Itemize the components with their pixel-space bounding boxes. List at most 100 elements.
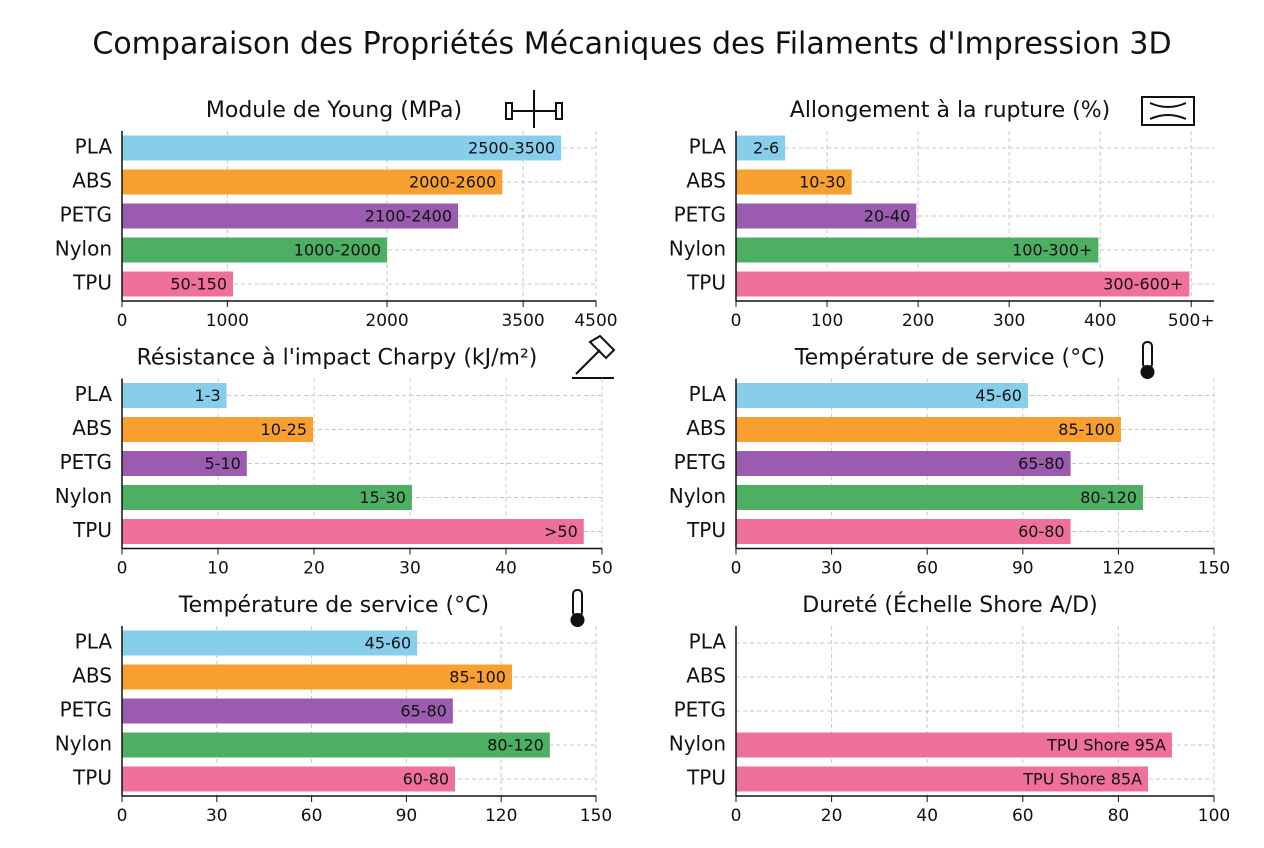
x-tick-label: 30 [399, 559, 421, 579]
figure-title: Comparaison des Propriétés Mécaniques de… [92, 27, 1171, 62]
y-tick-label: PETG [60, 450, 112, 474]
y-tick-label: TPU [686, 766, 726, 790]
x-tick-label: 150 [1198, 559, 1230, 579]
bar [122, 271, 234, 297]
x-tick-label: 1000 [206, 311, 249, 331]
subplot-title: Module de Young (MPa) [206, 98, 462, 123]
x-tick-label: 100 [811, 311, 843, 331]
bar [736, 169, 852, 195]
x-tick-label: 4500 [574, 311, 617, 331]
y-tick-label: PETG [60, 698, 112, 722]
x-tick-label: 0 [731, 311, 742, 331]
y-tick-label: ABS [686, 664, 726, 688]
y-tick-label: PETG [674, 203, 726, 227]
bar [736, 135, 786, 161]
x-tick-label: 0 [731, 806, 742, 826]
bar [122, 203, 459, 229]
y-tick-label: PETG [674, 450, 726, 474]
value-label: 85-100 [449, 668, 506, 687]
y-tick-label: ABS [72, 664, 112, 688]
bar [122, 237, 388, 263]
x-tick-label: 0 [731, 559, 742, 579]
value-label: 2-6 [753, 139, 779, 158]
x-tick-label: 400 [1084, 311, 1116, 331]
value-label: >50 [544, 522, 578, 541]
y-tick-label: TPU [72, 271, 112, 295]
subplot: Température de service (°C) 0 30 60 90 120 150… [55, 593, 612, 826]
y-tick-label: PLA [75, 630, 113, 654]
value-label: 100-300+ [1012, 241, 1092, 260]
x-tick-label: 3500 [501, 311, 544, 331]
bar [736, 203, 917, 229]
bar [736, 766, 1149, 792]
y-tick-label: PLA [689, 382, 727, 406]
subplot: Température de service (°C) 0 30 60 90 120 150… [669, 346, 1230, 579]
value-label: 45-60 [975, 386, 1022, 405]
y-tick-label: PLA [689, 135, 727, 159]
y-tick-label: PLA [75, 382, 113, 406]
x-tick-label: 0 [117, 311, 128, 331]
x-tick-label: 30 [821, 559, 843, 579]
x-tick-label: 20 [821, 806, 843, 826]
bar [122, 135, 562, 161]
value-label: 5-10 [204, 454, 240, 473]
bar [122, 417, 314, 442]
bar [122, 664, 512, 690]
x-tick-label: 90 [396, 806, 418, 826]
y-tick-label: TPU [686, 518, 726, 542]
y-tick-label: ABS [686, 416, 726, 440]
bar [122, 451, 247, 476]
value-label: 2100-2400 [365, 207, 452, 226]
x-tick-label: 10 [207, 559, 229, 579]
subplot-title: Température de service (°C) [178, 593, 489, 618]
bar [736, 451, 1071, 476]
stretch-icon [1141, 96, 1195, 126]
value-label: 20-40 [864, 207, 911, 226]
subplot-title: Température de service (°C) [794, 346, 1105, 371]
dumbbell-icon [505, 90, 563, 128]
x-tick-label: 20 [303, 559, 325, 579]
bar [736, 383, 1028, 408]
y-tick-label: ABS [72, 416, 112, 440]
bar [122, 519, 584, 544]
x-tick-label: 60 [916, 559, 938, 579]
y-tick-label: Nylon [55, 237, 112, 261]
y-tick-label: Nylon [669, 732, 726, 756]
thermometer-icon [570, 589, 585, 627]
subplot-title: Dureté (Échelle Shore A/D) [802, 592, 1097, 618]
x-tick-label: 500+ [1168, 311, 1215, 331]
value-label: 60-80 [1018, 522, 1065, 541]
y-tick-label: PLA [689, 630, 727, 654]
y-tick-label: Nylon [55, 484, 112, 508]
bar [122, 732, 550, 758]
x-tick-label: 0 [117, 559, 128, 579]
x-tick-label: 40 [495, 559, 517, 579]
bar [122, 169, 503, 195]
bar [122, 630, 418, 656]
bar [736, 519, 1071, 544]
bar [736, 271, 1190, 297]
y-tick-label: Nylon [669, 484, 726, 508]
value-label: 300-600+ [1103, 275, 1183, 294]
y-tick-label: Nylon [669, 237, 726, 261]
bar [122, 383, 227, 408]
value-label: 65-80 [1018, 454, 1065, 473]
x-tick-label: 300 [993, 311, 1025, 331]
bar [736, 485, 1143, 510]
value-label: 10-30 [799, 173, 846, 192]
value-label: TPU Shore 95A [1046, 736, 1166, 755]
value-label: 45-60 [365, 634, 412, 653]
x-tick-label: 50 [591, 559, 613, 579]
x-tick-label: 30 [206, 806, 228, 826]
subplot-title: Résistance à l'impact Charpy (kJ/m²) [137, 346, 538, 371]
value-label: 2000-2600 [409, 173, 496, 192]
subplot: Résistance à l'impact Charpy (kJ/m²) 0 10 2… [55, 346, 613, 579]
x-tick-label: 60 [1012, 806, 1034, 826]
x-tick-label: 0 [117, 806, 128, 826]
value-label: 65-80 [400, 702, 447, 721]
value-label: 80-120 [1080, 488, 1137, 507]
value-label: 85-100 [1058, 420, 1115, 439]
y-tick-label: PLA [75, 135, 113, 159]
y-tick-label: Nylon [55, 732, 112, 756]
